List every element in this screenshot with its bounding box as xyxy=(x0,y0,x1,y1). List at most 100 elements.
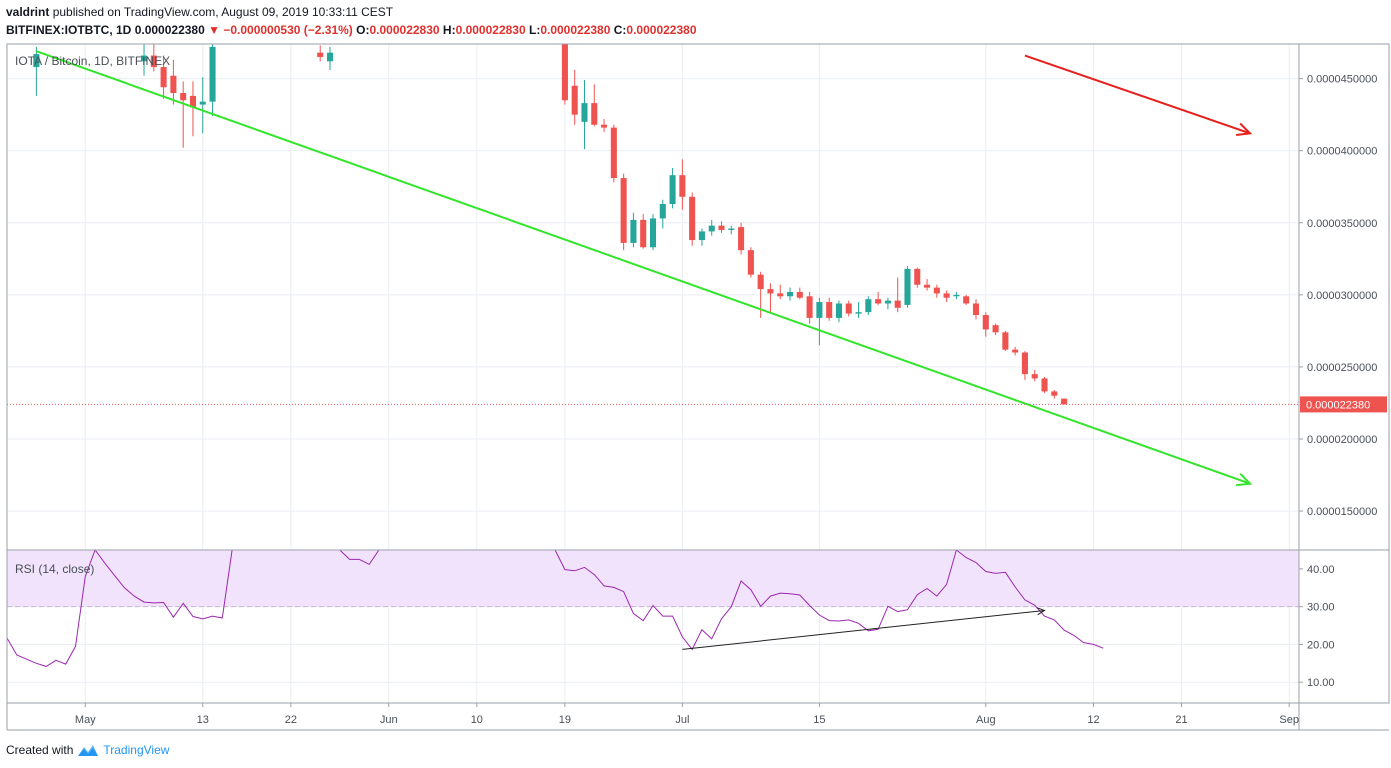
candle xyxy=(620,173,627,251)
candle-body xyxy=(610,127,617,179)
candle xyxy=(1051,389,1058,399)
close-label: C: xyxy=(613,23,627,37)
candle-body xyxy=(953,294,960,297)
tradingview-logo-icon xyxy=(78,745,99,756)
candle xyxy=(875,291,882,305)
candle-body xyxy=(571,85,578,115)
candlestick-series xyxy=(33,44,1068,405)
candle-body xyxy=(649,218,657,248)
candle xyxy=(1031,369,1038,382)
chart-header: valdrint published on TradingView.com, A… xyxy=(6,3,697,39)
rsi-divergence-arrowhead xyxy=(1036,607,1046,616)
symbol-label: BITFINEX:IOTBTC, 1D xyxy=(6,23,132,37)
candle xyxy=(150,44,157,72)
candle-body xyxy=(581,103,588,122)
candle-body xyxy=(659,204,666,219)
down-triangle-icon: ▼ xyxy=(208,23,220,37)
open-value: 0.000022830 xyxy=(369,23,440,37)
chart-frame xyxy=(6,43,1390,731)
candle-body xyxy=(786,291,794,297)
candle xyxy=(933,284,940,298)
candle-body xyxy=(914,268,921,285)
outer-border xyxy=(6,43,1390,704)
candle-body xyxy=(728,228,735,230)
candle xyxy=(777,284,784,300)
candle-body xyxy=(708,225,715,232)
candle-body xyxy=(140,55,148,62)
rsi-label: RSI (14, close) xyxy=(15,562,94,576)
candle-body xyxy=(894,300,901,308)
author-name[interactable]: valdrint xyxy=(6,5,50,19)
time-tick-label: Sep xyxy=(1279,714,1299,726)
green-trendline-arrowhead xyxy=(1236,473,1253,487)
price-tick-label: 0.0000150000 xyxy=(1307,506,1377,518)
candle-body xyxy=(884,300,891,304)
candle-body xyxy=(796,291,803,298)
rsi-tick-label: 20.00 xyxy=(1307,639,1335,651)
candle-body xyxy=(150,55,157,68)
time-tick-label: 10 xyxy=(471,714,483,726)
candle xyxy=(640,214,647,249)
candle xyxy=(1021,351,1028,380)
candle xyxy=(835,300,843,323)
candle xyxy=(924,278,931,291)
candle-body xyxy=(1002,332,1009,350)
candle xyxy=(738,222,745,255)
candle xyxy=(914,267,921,288)
price-tick-label: 0.0000200000 xyxy=(1307,434,1377,446)
candle xyxy=(953,291,960,300)
candle-body xyxy=(317,52,324,57)
candle-body xyxy=(747,250,754,275)
candle xyxy=(826,297,833,321)
open-label: O: xyxy=(356,23,370,37)
candle-body xyxy=(1021,352,1028,375)
red-arrow-line xyxy=(1024,54,1251,135)
candle xyxy=(982,312,989,337)
time-tick-label: 15 xyxy=(813,714,825,726)
candle xyxy=(943,290,950,303)
candle xyxy=(1041,377,1048,393)
time-tick-label: 22 xyxy=(285,714,297,726)
candle xyxy=(199,77,206,134)
rsi-tick-label: 30.00 xyxy=(1307,602,1335,614)
low-label: L: xyxy=(529,23,541,37)
candle-body xyxy=(865,299,872,313)
candle-body xyxy=(943,293,950,298)
candle-body xyxy=(689,196,696,241)
candle xyxy=(884,297,891,310)
time-tick-label: Jul xyxy=(675,714,689,726)
candle xyxy=(326,46,334,70)
candle-body xyxy=(982,315,989,330)
high-value: 0.000022830 xyxy=(455,23,526,37)
candle xyxy=(591,84,598,127)
candle xyxy=(209,44,216,117)
candle xyxy=(610,124,617,183)
candle-body xyxy=(963,296,970,304)
time-axis[interactable]: May 13 22 Jun 10 19 Jul 15 Aug 12 21 Sep xyxy=(75,703,1299,726)
candle-body xyxy=(620,178,627,243)
candle-body xyxy=(561,44,568,101)
candle xyxy=(1012,346,1019,356)
candle xyxy=(845,300,852,317)
candle-body xyxy=(630,219,637,243)
time-tick-label: 19 xyxy=(559,714,571,726)
candle-body xyxy=(845,303,852,314)
candle xyxy=(140,44,148,76)
time-tick-label: May xyxy=(75,714,96,726)
candle-body xyxy=(777,293,784,297)
candle-body xyxy=(826,302,833,318)
candle xyxy=(1002,330,1009,352)
candle xyxy=(747,247,754,278)
candle-body xyxy=(591,103,598,125)
rsi-axis: 40.00 30.00 20.00 10.00 xyxy=(1299,564,1335,689)
candle xyxy=(571,69,578,125)
chart-title: IOTA / Bitcoin, 1D, BITFINEX xyxy=(15,54,170,68)
candle-body xyxy=(180,93,187,101)
candle xyxy=(904,266,911,308)
price-axis[interactable]: 0.0000450000 0.0000400000 0.0000350000 0.00… xyxy=(1299,74,1377,518)
time-tick-label: 12 xyxy=(1087,714,1099,726)
tradingview-brand[interactable]: TradingView xyxy=(103,743,170,757)
rsi-line xyxy=(7,550,1104,667)
drawings xyxy=(36,50,1253,487)
